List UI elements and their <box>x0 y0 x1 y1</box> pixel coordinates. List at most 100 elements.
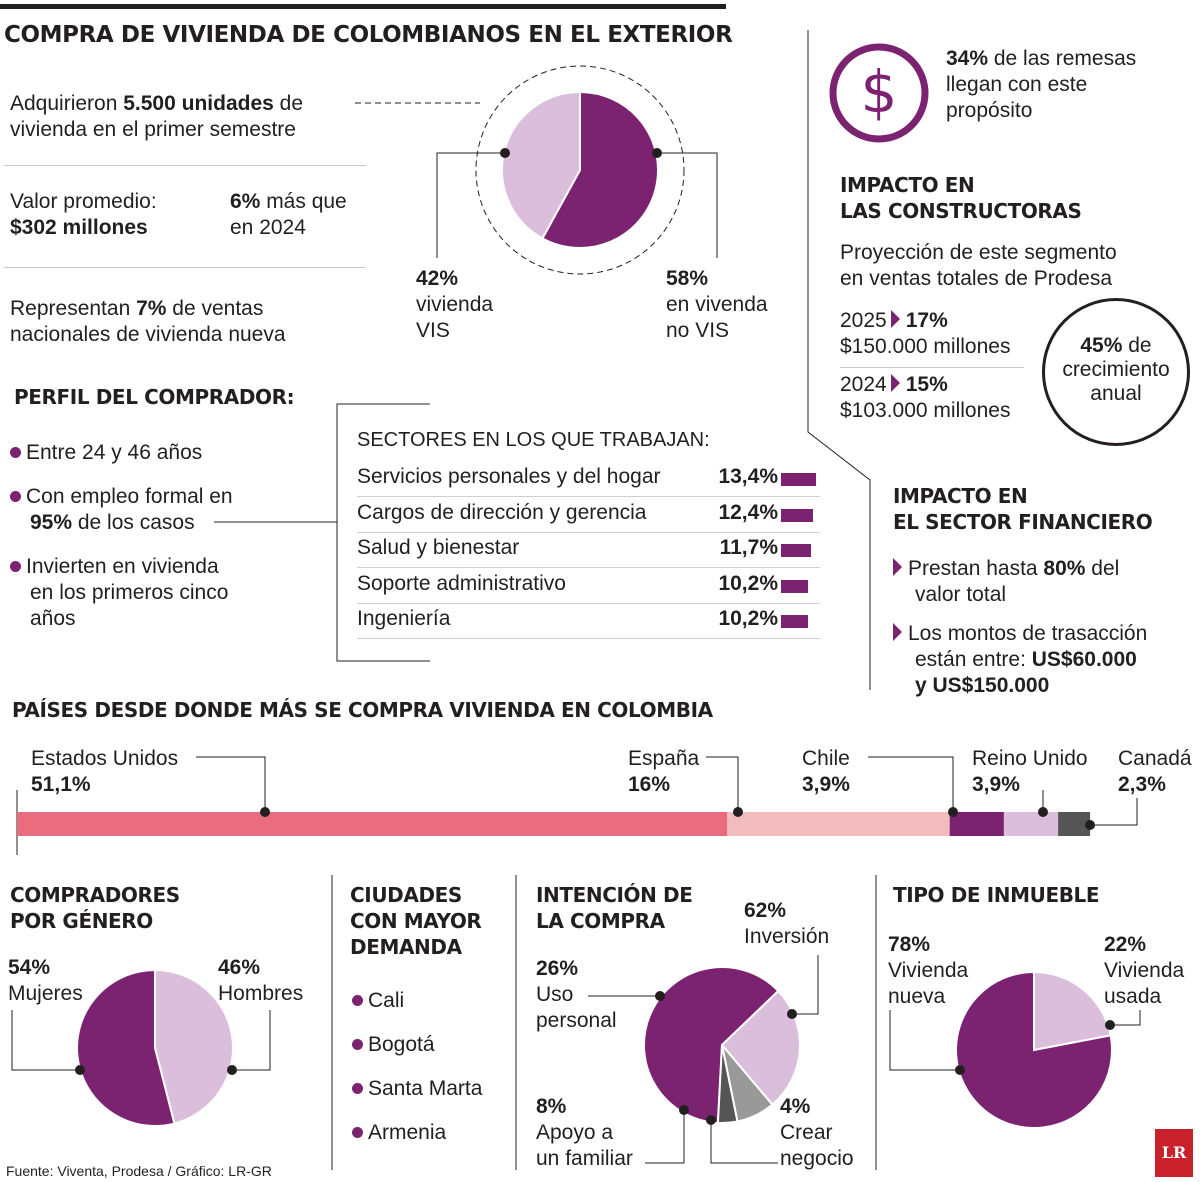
sector-pct: 12,4% <box>718 500 778 524</box>
avg-value: Valor promedio: $302 millones <box>10 190 157 239</box>
intro-units: Adquirieron 5.500 unidades de vivienda e… <box>10 92 304 141</box>
dot-apoyo <box>679 1105 689 1115</box>
leader-espana <box>706 756 739 812</box>
inmueble-nueva-label: 78% Vivienda nueva <box>888 933 969 1008</box>
leader-inversion <box>792 955 819 1015</box>
inmueble-pie-slice-nueva <box>955 970 1114 1129</box>
constructoras-row-2025: 2025 17% $150.000 millones <box>840 309 1011 358</box>
vis-dashed-ring <box>475 65 685 275</box>
constructoras-sub: Proyección de este segmento en ventas tot… <box>840 241 1117 290</box>
financiero-item-2: Los montos de trasacción están entre: US… <box>893 621 1147 699</box>
country-bar-4 <box>1058 812 1091 836</box>
divider-right <box>807 30 871 690</box>
vis-pie-slice-no-vis <box>541 90 659 249</box>
perfil-item-1: Entre 24 y 46 años <box>10 440 202 466</box>
perfil-item-2: Con empleo formal en 95% de los casos <box>10 484 233 536</box>
ciudad-item: Armenia <box>352 1120 446 1146</box>
leader-crear <box>710 1120 778 1164</box>
genero-pie-slice-hombres <box>154 968 234 1125</box>
sector-pct: 11,7% <box>719 536 778 559</box>
intencion-heading: INTENCIÓN DE LA COMPRA <box>536 883 693 933</box>
financiero-heading: IMPACTO EN EL SECTOR FINANCIERO <box>893 484 1153 534</box>
country-label-canada: Canadá 2,3% <box>1118 747 1192 796</box>
remesas-text: 34% de las remesas llegan con este propós… <box>946 47 1137 122</box>
constructoras-row-2024: 2024 15% $103.000 millones <box>840 373 1011 422</box>
sector-bar <box>781 473 816 486</box>
genero-heading: COMPRADORES POR GÉNERO <box>10 883 180 933</box>
growth-circle: 45% de crecimiento anual <box>1042 298 1190 446</box>
leader-vis-right <box>657 152 718 258</box>
sector-row: Salud y bienestar 11,7% <box>357 531 820 568</box>
leader-mujeres <box>11 1010 80 1071</box>
sector-name: Soporte administrativo <box>357 571 566 595</box>
sector-row: Soporte administrativo 10,2% <box>357 567 820 604</box>
dot-nueva <box>955 1065 965 1075</box>
growth-text: 6% más que en 2024 <box>230 190 347 239</box>
intencion-crear-label: 4% Crear negocio <box>780 1095 854 1170</box>
dot-reino <box>1038 807 1048 817</box>
dot-uso <box>655 991 665 1001</box>
vis-right-label: 58% en vivenda no VIS <box>666 267 768 342</box>
sector-row: Cargos de dirección y gerencia 12,4% <box>357 496 820 533</box>
ciudad-item: Bogotá <box>352 1032 435 1058</box>
country-bar-1 <box>727 812 950 836</box>
sector-pct: 13,4% <box>718 465 778 488</box>
dot-espana <box>733 807 743 817</box>
perfil-heading: PERFIL DEL COMPRADOR: <box>14 385 295 409</box>
sectores-bracket <box>336 403 430 662</box>
dot-mujeres <box>75 1065 85 1075</box>
intencion-pie-slice-uso <box>720 989 801 1106</box>
country-label-reino: Reino Unido 3,9% <box>972 747 1088 796</box>
perfil-item-3: Invierten en vivienda en los primeros ci… <box>10 554 228 632</box>
country-bar-0 <box>17 812 728 836</box>
dot-usa <box>260 807 270 817</box>
dot-usada <box>1105 1020 1115 1030</box>
dot-vis-right <box>652 148 662 158</box>
intro-rule-1 <box>4 165 366 166</box>
sector-bar <box>781 508 814 522</box>
paises-heading: PAÍSES DESDE DONDE MÁS SE COMPRA VIVIEND… <box>12 698 713 722</box>
svg-text:$: $ <box>861 58 898 126</box>
dot-canada <box>1085 820 1095 830</box>
dot-vis-left <box>500 148 510 158</box>
sector-bar <box>781 615 808 628</box>
dot-inversion <box>787 1009 797 1019</box>
ciudad-item: Santa Marta <box>352 1076 482 1102</box>
dollar-icon: $ <box>829 43 929 143</box>
intencion-uso-label: 26% Uso personal <box>536 957 617 1032</box>
share-text: Representan 7% de ventas nacionales de v… <box>10 297 286 346</box>
vis-left-label: 42% vivienda VIS <box>416 267 494 342</box>
ciudad-item: Cali <box>352 988 404 1014</box>
sector-name: Ingeniería <box>357 607 451 630</box>
leader-apoyo <box>645 1110 685 1164</box>
genero-pie-slice-mujeres <box>76 968 176 1127</box>
constructoras-heading: IMPACTO EN LAS CONSTRUCTORAS <box>840 173 1082 223</box>
sector-bar <box>781 579 808 593</box>
leader-vis-left <box>436 152 505 258</box>
leader-canada <box>1090 798 1138 826</box>
lr-logo: LR <box>1155 1129 1193 1177</box>
country-label-chile: Chile 3,9% <box>802 747 850 796</box>
inmueble-usada-label: 22% Vivienda usada <box>1104 933 1185 1008</box>
country-label-usa: Estados Unidos 51,1% <box>31 747 179 796</box>
financiero-item-1: Prestan hasta 80% del valor total <box>893 556 1119 608</box>
intro-rule-2 <box>4 267 366 268</box>
sectores-heading: SECTORES EN LOS QUE TRABAJAN: <box>357 429 710 451</box>
sector-pct: 10,2% <box>718 607 778 630</box>
dot-crear <box>706 1115 716 1125</box>
leader-chile <box>868 756 954 812</box>
page-title: COMPRA DE VIVIENDA DE COLOMBIANOS EN EL … <box>4 22 733 48</box>
sector-bar <box>781 544 812 557</box>
dot-chile <box>948 807 958 817</box>
country-bar-3 <box>1003 812 1059 836</box>
leader-nueva <box>889 1010 960 1071</box>
source-note: Fuente: Viventa, Prodesa / Gráfico: LR-G… <box>6 1163 272 1179</box>
sector-name: Servicios personales y del hogar <box>357 465 661 488</box>
genero-left-label: 54% Mujeres <box>8 956 83 1005</box>
sector-name: Cargos de dirección y gerencia <box>357 500 647 524</box>
intencion-pie-slice-crear <box>716 1044 739 1124</box>
top-rule <box>0 4 726 9</box>
constructoras-rule <box>840 367 1024 368</box>
leader-usada <box>1110 1010 1141 1026</box>
